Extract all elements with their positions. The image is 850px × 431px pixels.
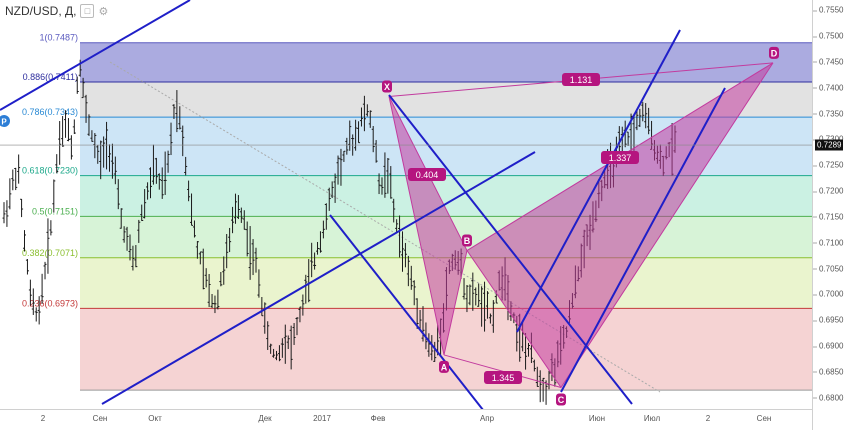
fib-level-label: 0.786(0.7343) <box>22 107 78 117</box>
pattern-ratio-badge <box>484 371 522 384</box>
price-axis[interactable]: 0.75500.75000.74500.74000.73500.73000.72… <box>812 0 850 430</box>
chart-title-bar: NZD/USD, Д, □ ⚙ <box>2 2 112 20</box>
time-tick-label: Июл <box>643 414 661 423</box>
price-tick-label: 0.7500 <box>812 31 844 41</box>
fib-level-label: 0.618(0.7230) <box>22 166 78 176</box>
price-tick-label: 0.7000 <box>812 289 844 299</box>
symbol-title: NZD/USD, Д, <box>5 4 77 18</box>
gear-icon[interactable]: ⚙ <box>98 5 109 18</box>
price-tick-label: 0.7200 <box>812 186 844 196</box>
price-tick-label: 0.6950 <box>812 315 844 325</box>
pattern-point-label: B <box>464 236 471 246</box>
fib-level-label: 0.886(0.7411) <box>23 72 78 82</box>
fib-level-label: 0.236(0.6973) <box>22 298 78 308</box>
price-tick-label: 0.7100 <box>812 238 844 248</box>
time-tick-label: Сен <box>92 414 108 423</box>
fib-zone <box>80 82 812 118</box>
pattern-ratio-label: 1.337 <box>609 153 632 163</box>
price-tick-label: 0.7300 <box>812 135 843 144</box>
time-tick-label: Сен <box>756 414 772 423</box>
fib-zone <box>80 42 812 83</box>
time-tick-label: 2 <box>705 414 711 423</box>
time-axis[interactable]: 2 Сен Окт Дек 2017 Фев Апр Июн Июл 2 Сен <box>0 409 812 431</box>
last-price-badge: 0.7289 <box>815 139 844 151</box>
price-tick-label: 0.6900 <box>812 341 844 351</box>
price-tick-label: 0.7250 <box>812 160 844 170</box>
time-tick-label: Окт <box>148 414 162 423</box>
pattern-ratio-badge <box>601 151 639 164</box>
fib-level-label: 1(0.7487) <box>39 33 78 43</box>
fib-level-label: 0.5(0.7151) <box>32 206 78 216</box>
price-tick-label: 0.7350 <box>812 109 844 119</box>
price-tick-label: 0.7550 <box>812 5 844 15</box>
time-tick-label: 2 <box>40 414 46 423</box>
pattern-point-label: D <box>771 48 778 58</box>
time-tick-label: Дек <box>258 414 272 423</box>
price-tick-label: 0.7450 <box>812 57 844 67</box>
square-icon[interactable]: □ <box>80 4 95 18</box>
blue-trendline <box>0 0 191 111</box>
pattern-point-label: C <box>558 395 565 405</box>
pattern-ratio-label: 0.404 <box>416 170 439 180</box>
time-tick-label: Апр <box>479 414 495 423</box>
pattern-ratio-badge <box>408 168 446 181</box>
blue-trendline <box>516 29 681 333</box>
dotted-trendline <box>109 61 661 393</box>
time-tick-label: 2017 <box>313 414 331 423</box>
pattern-ratio-label: 1.345 <box>492 373 515 383</box>
blue-trendline <box>560 87 726 393</box>
blue-trendline <box>101 151 536 405</box>
pattern-point-badge <box>382 80 392 93</box>
pattern-point-badge <box>556 393 566 406</box>
time-tick-label: Фев <box>370 414 386 423</box>
price-tick-label: 0.6850 <box>812 367 844 377</box>
pattern-point-label: A <box>441 362 448 372</box>
price-chart[interactable]: 1(0.7487) 0.886(0.7411) 0.786(0.7343) 0.618… <box>0 0 812 409</box>
pattern-point-badge <box>439 360 449 373</box>
price-tick-label: 0.7150 <box>812 212 844 222</box>
price-tick-label: 0.6800 <box>812 393 844 403</box>
pattern-point-badge <box>769 46 779 59</box>
pattern-point-badge <box>462 234 472 247</box>
blue-trendline <box>388 94 633 405</box>
blue-trendline <box>329 214 484 409</box>
pivot-marker <box>0 115 10 127</box>
pivot-marker-label: P <box>1 118 7 127</box>
time-tick-label: Июн <box>588 414 606 423</box>
price-tick-label: 0.7050 <box>812 264 844 274</box>
pattern-ratio-label: 1.131 <box>570 75 593 85</box>
pattern-point-label: X <box>384 82 390 92</box>
price-tick-label: 0.7400 <box>812 83 844 93</box>
fib-level-label: 0.382(0.7071) <box>22 248 78 258</box>
pattern-ratio-badge <box>562 73 600 86</box>
